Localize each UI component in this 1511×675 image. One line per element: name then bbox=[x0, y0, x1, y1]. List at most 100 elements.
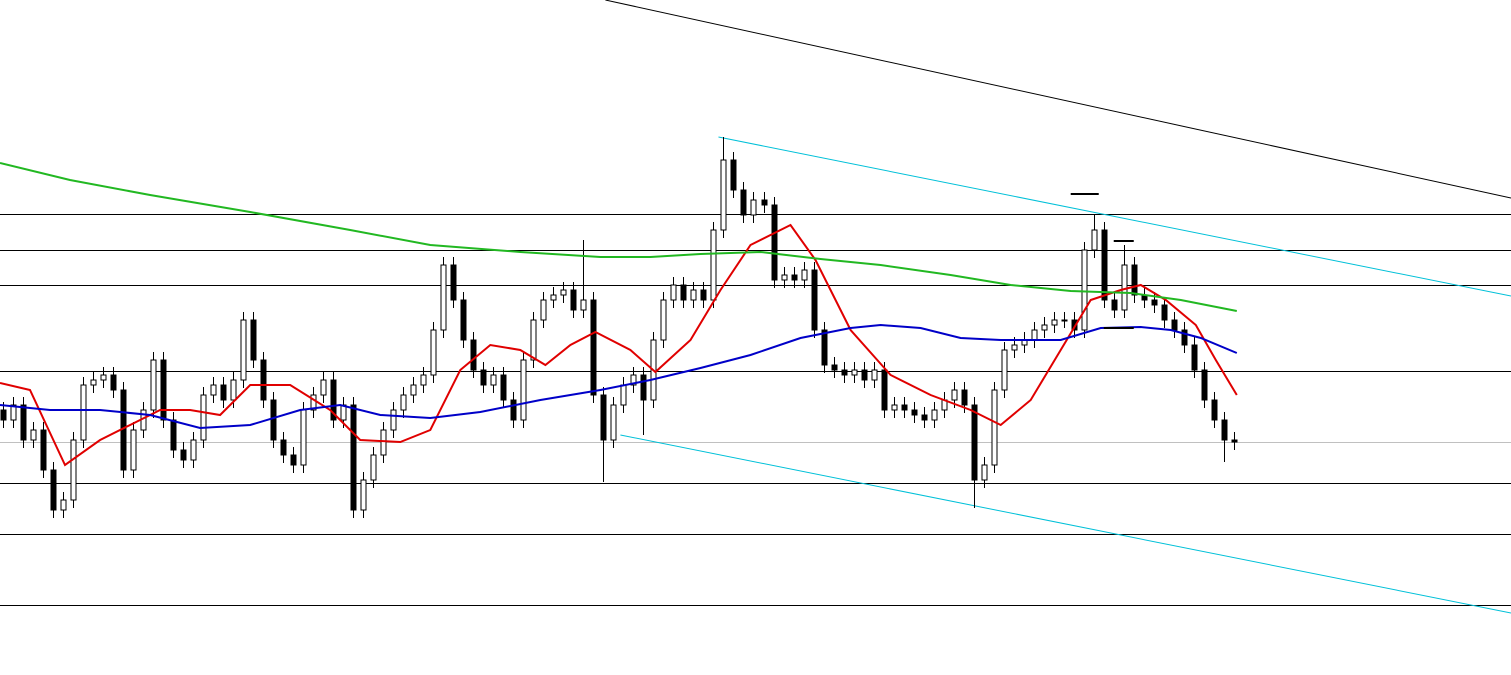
candle-body bbox=[1011, 344, 1018, 351]
candle-body bbox=[710, 229, 717, 301]
candle-body bbox=[1111, 299, 1118, 311]
candle-body bbox=[290, 454, 297, 466]
candle-body bbox=[400, 394, 407, 411]
candle-body bbox=[210, 384, 217, 396]
candle-body bbox=[580, 299, 587, 311]
candle-body bbox=[891, 404, 898, 411]
candle-body bbox=[730, 159, 737, 191]
moving-average-line bbox=[0, 323, 1238, 430]
candle-body bbox=[130, 429, 137, 471]
candle-body bbox=[240, 319, 247, 381]
candle-body bbox=[560, 289, 567, 296]
candle-body bbox=[911, 409, 918, 416]
candle-body bbox=[300, 409, 307, 466]
trend-line bbox=[620, 434, 1511, 614]
candle-body bbox=[630, 374, 637, 386]
candle-body bbox=[801, 269, 808, 281]
candle-body bbox=[881, 369, 888, 411]
candle-body bbox=[460, 299, 467, 341]
candle-body bbox=[570, 289, 577, 311]
candle-body bbox=[90, 379, 97, 386]
candle-body bbox=[410, 384, 417, 396]
candle-body bbox=[480, 369, 487, 386]
trend-line bbox=[718, 136, 1511, 297]
candle-body bbox=[961, 389, 968, 406]
candle-body bbox=[851, 369, 858, 376]
candle-body bbox=[270, 399, 277, 441]
candle-body bbox=[80, 384, 87, 441]
candle-body bbox=[510, 399, 517, 421]
candle-body bbox=[951, 389, 958, 401]
candle-body bbox=[821, 329, 828, 366]
candle-body bbox=[831, 364, 838, 371]
candle-body bbox=[60, 499, 67, 511]
candle-body bbox=[1231, 439, 1238, 443]
candle-body bbox=[550, 294, 557, 301]
candle-body bbox=[1121, 264, 1128, 311]
candle-body bbox=[220, 384, 227, 401]
candle-body bbox=[280, 439, 287, 456]
candle-body bbox=[620, 384, 627, 406]
candle-body bbox=[781, 274, 788, 281]
candle-body bbox=[100, 374, 107, 381]
candle-body bbox=[921, 414, 928, 421]
candle-body bbox=[230, 379, 237, 401]
candle-body bbox=[700, 289, 707, 301]
candle-body bbox=[170, 419, 177, 451]
candle-body bbox=[1181, 329, 1188, 346]
candle-body bbox=[971, 404, 978, 481]
candle-body bbox=[590, 299, 597, 396]
candle-body bbox=[791, 274, 798, 281]
candle-body bbox=[1051, 319, 1058, 326]
moving-average-line bbox=[0, 223, 1238, 467]
candle-body bbox=[991, 389, 998, 466]
candle-body bbox=[10, 404, 17, 421]
candle-body bbox=[1001, 349, 1008, 391]
candle-body bbox=[610, 404, 617, 441]
candle-body bbox=[450, 264, 457, 301]
candle-body bbox=[1031, 329, 1038, 341]
candle-body bbox=[380, 429, 387, 456]
candle-body bbox=[70, 439, 77, 501]
candle-body bbox=[20, 404, 27, 441]
candle-body bbox=[761, 199, 768, 206]
candle-body bbox=[690, 289, 697, 301]
candle-body bbox=[30, 429, 37, 441]
candle-body bbox=[180, 449, 187, 461]
candle-body bbox=[370, 454, 377, 481]
candle-body bbox=[1221, 419, 1228, 441]
candle-body bbox=[190, 439, 197, 461]
candle-body bbox=[0, 409, 7, 421]
candle-body bbox=[360, 479, 367, 511]
candle-body bbox=[540, 299, 547, 321]
candle-body bbox=[160, 359, 167, 421]
candle-body bbox=[1201, 369, 1208, 401]
candle-body bbox=[1091, 229, 1098, 251]
candle-body bbox=[1131, 264, 1138, 296]
candle-body bbox=[110, 374, 117, 391]
candle-body bbox=[440, 264, 447, 331]
candle-body bbox=[640, 374, 647, 401]
candle-body bbox=[861, 369, 868, 381]
candle-body bbox=[931, 409, 938, 421]
trend-line bbox=[605, 0, 1511, 199]
candle-body bbox=[420, 374, 427, 386]
candle-body bbox=[1151, 299, 1158, 306]
candle-body bbox=[811, 269, 818, 331]
candle-body bbox=[981, 464, 988, 481]
candle-body bbox=[310, 394, 317, 411]
candle-body bbox=[720, 159, 727, 231]
candle-body bbox=[1041, 324, 1048, 331]
candle-body bbox=[1211, 399, 1218, 421]
candle-body bbox=[771, 204, 778, 281]
candle-body bbox=[871, 369, 878, 381]
candle-body bbox=[150, 359, 157, 411]
candle-body bbox=[1161, 304, 1168, 321]
candle-body bbox=[470, 339, 477, 371]
candle-body bbox=[40, 429, 47, 471]
candle-body bbox=[1061, 319, 1068, 322]
candle-body bbox=[1171, 319, 1178, 331]
candle-body bbox=[490, 374, 497, 386]
candle-body bbox=[390, 409, 397, 431]
